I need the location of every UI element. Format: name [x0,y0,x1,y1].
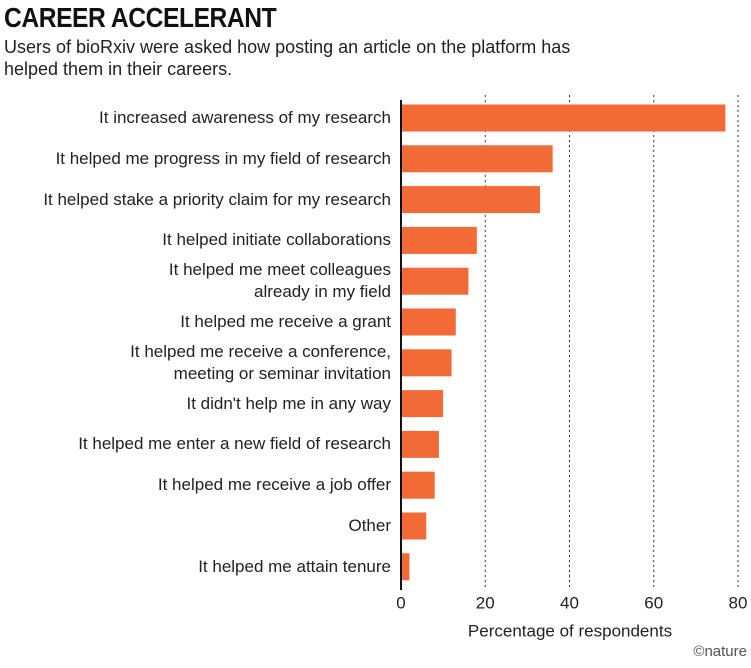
y-tick-label: It helped me enter a new field of resear… [78,434,391,454]
x-tick-label: 20 [476,593,495,612]
y-tick-label: It increased awareness of my research [99,108,391,127]
y-tick-label: It helped me meet colleagues already in … [168,260,391,302]
bar [401,471,435,499]
x-tick-label: 60 [644,593,663,612]
bar [401,349,452,377]
bar [401,186,541,214]
x-tick-label: 40 [560,593,579,612]
y-tick-label: It helped stake a priority claim for my … [43,189,391,209]
bar [401,308,456,336]
bar [401,553,410,581]
y-tick-label: It helped me progress in my field of res… [55,148,391,168]
credit: ©nature [693,643,747,660]
bar [401,104,726,132]
x-tick-label: 80 [729,593,748,612]
bar [401,430,439,458]
y-tick-label: It didn't help me in any way [186,393,391,413]
y-tick-label: Other [348,516,391,535]
y-tick-label: It helped initiate collaborations [162,230,391,250]
bar [401,267,469,295]
bar [401,145,553,173]
x-tick-label: 0 [396,593,405,612]
bar [401,226,477,254]
bar [401,512,427,540]
y-tick-label: It helped me attain tenure [198,556,391,576]
x-axis-label: Percentage of respondents [468,621,672,640]
y-tick-label: It helped me receive a conference, meeti… [130,341,391,383]
bar [401,390,444,418]
chart-title: CAREER ACCELERANT [4,2,277,33]
y-tick-label: It helped me receive a grant [180,312,391,331]
y-tick-label: It helped me receive a job offer [157,475,391,495]
chart-subtitle: Users of bioRxiv were asked how posting … [4,37,571,79]
